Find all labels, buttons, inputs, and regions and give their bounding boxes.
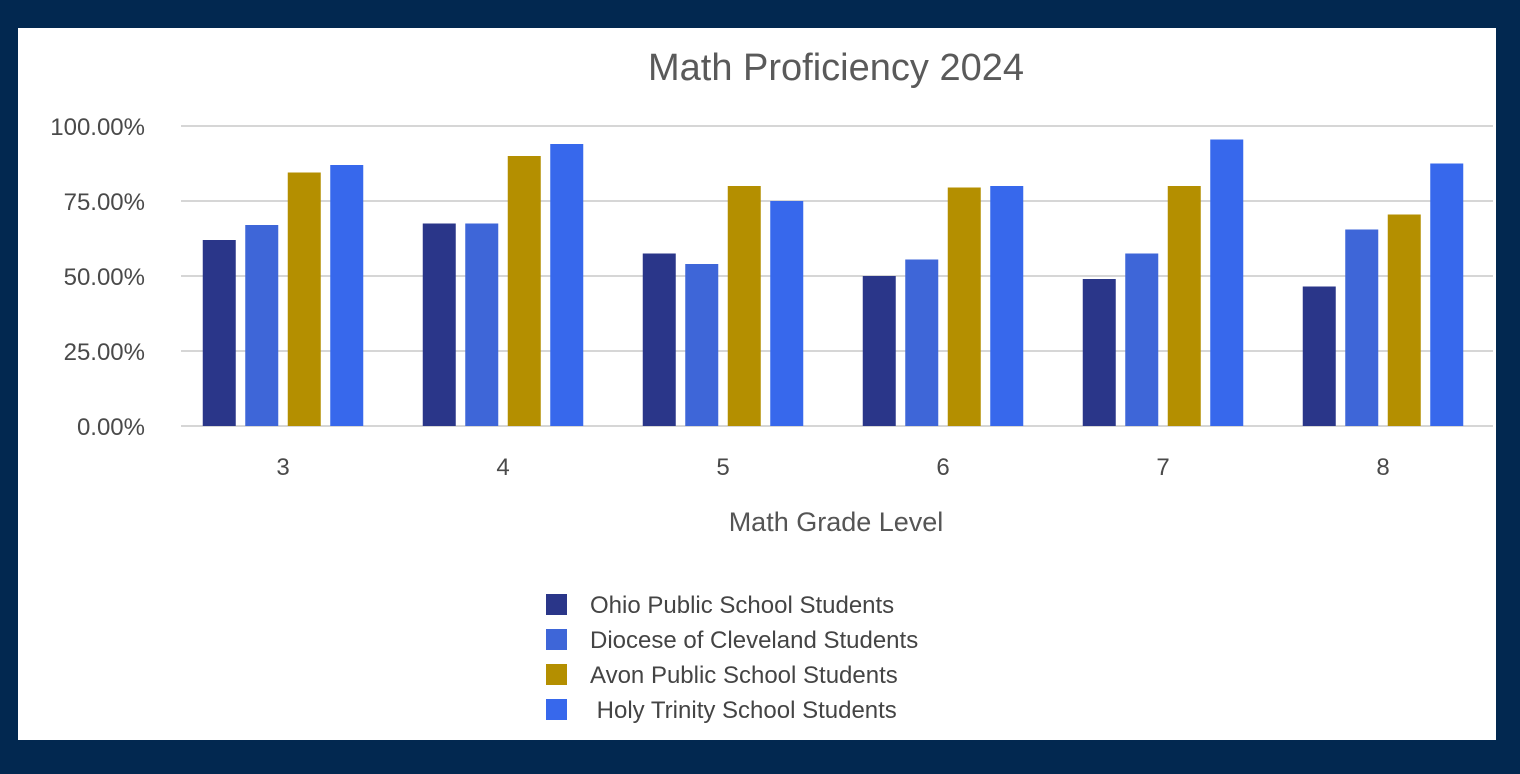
x-tick-label: 7 [1156,454,1169,481]
bar [727,186,761,426]
bar [862,276,896,426]
bar [947,187,981,426]
x-axis-label: Math Grade Level [729,507,944,537]
bar [1210,139,1244,426]
bar [465,223,499,426]
x-tick-label: 3 [276,454,289,481]
bar [1082,279,1116,426]
bar [1125,253,1159,426]
y-axis-ticks: 0.00% 25.00% 50.00% 75.00% 100.00% [50,114,145,441]
y-tick-label: 0.00% [77,414,145,441]
chart-panel: Math Proficiency 2024 0.00% 25.00% 50.00% 7… [18,28,1496,740]
x-axis-ticks: 3 4 5 6 7 8 [276,454,1389,481]
bar [770,201,804,426]
x-tick-label: 6 [936,454,949,481]
bar [330,165,364,426]
legend-swatch [546,629,567,650]
bar [642,253,676,426]
y-tick-label: 100.00% [50,114,145,141]
bar [507,156,541,426]
grid-lines [181,125,1493,427]
bar [550,144,584,426]
y-tick-label: 50.00% [64,264,145,291]
legend: Ohio Public School Students Diocese of Cl… [546,592,918,724]
bar [990,186,1024,426]
bar [1302,286,1336,426]
bar [245,225,279,426]
legend-label: Holy Trinity School Students [590,697,897,724]
bar [685,264,719,426]
chart-title: Math Proficiency 2024 [648,47,1024,89]
x-tick-label: 5 [716,454,729,481]
bar [422,223,456,426]
legend-swatch [546,664,567,685]
legend-label: Ohio Public School Students [590,592,894,619]
y-tick-label: 75.00% [64,189,145,216]
bar [202,240,236,426]
bar [1387,214,1421,426]
bar-chart: Math Proficiency 2024 0.00% 25.00% 50.00% 7… [50,47,1493,724]
bars [202,139,1464,426]
x-tick-label: 4 [496,454,509,481]
bar [1345,229,1379,426]
x-tick-label: 8 [1376,454,1389,481]
bar [1430,163,1464,426]
bar [905,259,939,426]
bar [287,172,321,426]
legend-label: Diocese of Cleveland Students [590,627,918,654]
legend-swatch [546,699,567,720]
y-tick-label: 25.00% [64,339,145,366]
legend-swatch [546,594,567,615]
bar [1167,186,1201,426]
legend-label: Avon Public School Students [590,662,898,689]
